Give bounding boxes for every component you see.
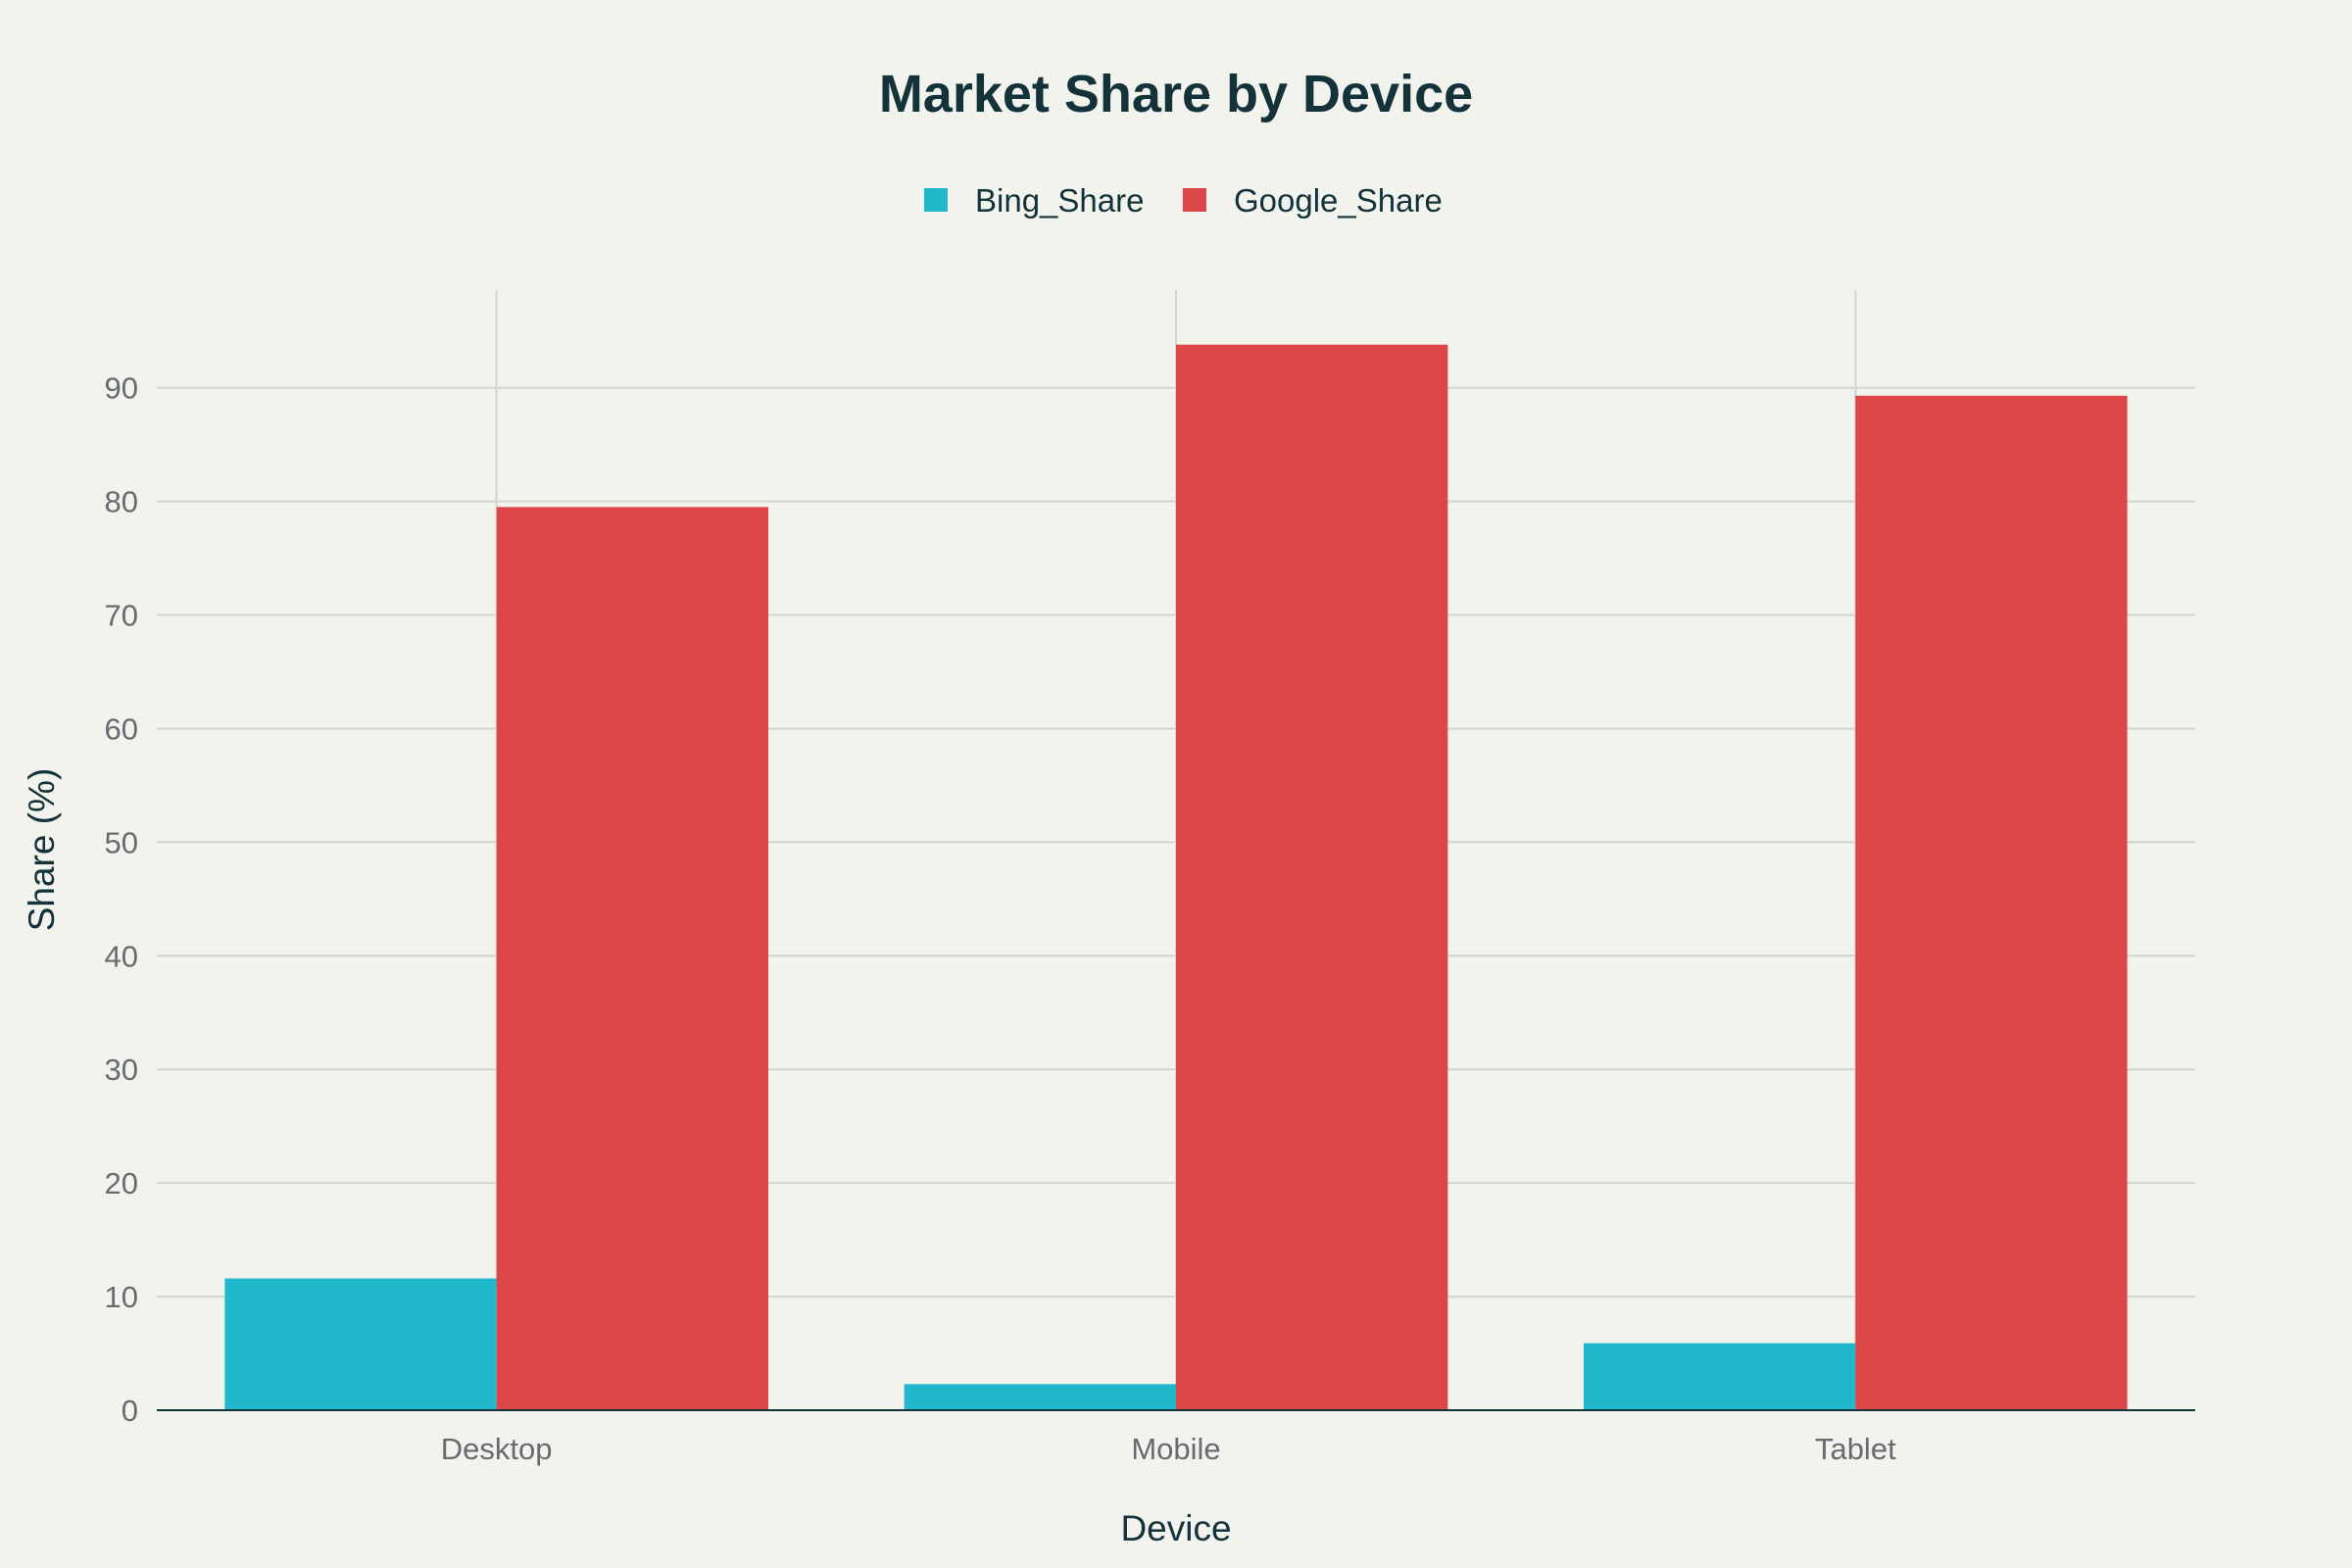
legend-swatch [924, 188, 948, 212]
legend-label: Google_Share [1234, 182, 1443, 219]
y-tick-label: 20 [105, 1166, 138, 1200]
chart-title: Market Share by Device [879, 65, 1473, 123]
bar-bing-share-tablet[interactable] [1584, 1343, 1856, 1410]
y-tick-label: 30 [105, 1053, 138, 1087]
bar-google-share-tablet[interactable] [1855, 395, 2128, 1410]
x-axis-ticks: Desktop Mobile Tablet [441, 1432, 1896, 1466]
bars [224, 344, 2128, 1410]
y-axis-title: Share (%) [22, 768, 62, 932]
legend-swatch [1183, 188, 1206, 212]
legend: Bing_Share Google_Share [924, 182, 1443, 219]
y-tick-label: 50 [105, 825, 138, 859]
y-tick-label: 60 [105, 711, 138, 746]
bar-bing-share-desktop[interactable] [224, 1278, 497, 1410]
x-tick-label-tablet: Tablet [1815, 1432, 1896, 1466]
x-tick-label-desktop: Desktop [441, 1432, 553, 1466]
y-tick-label: 90 [105, 371, 138, 406]
bar-google-share-mobile[interactable] [1176, 344, 1448, 1410]
legend-label: Bing_Share [975, 182, 1144, 219]
y-tick-label: 10 [105, 1280, 138, 1314]
legend-item-google-share[interactable]: Google_Share [1183, 182, 1443, 219]
y-tick-label: 80 [105, 485, 138, 519]
bar-bing-share-mobile[interactable] [904, 1384, 1176, 1410]
y-tick-label: 70 [105, 599, 138, 633]
y-tick-label: 40 [105, 939, 138, 973]
legend-item-bing-share[interactable]: Bing_Share [924, 182, 1144, 219]
x-axis-title: Device [1120, 1508, 1231, 1548]
bar-google-share-desktop[interactable] [496, 507, 768, 1410]
x-tick-label-mobile: Mobile [1131, 1432, 1220, 1466]
y-axis-ticks: 0 10 20 30 40 50 60 70 80 90 [105, 371, 138, 1428]
y-tick-label: 0 [122, 1394, 138, 1428]
